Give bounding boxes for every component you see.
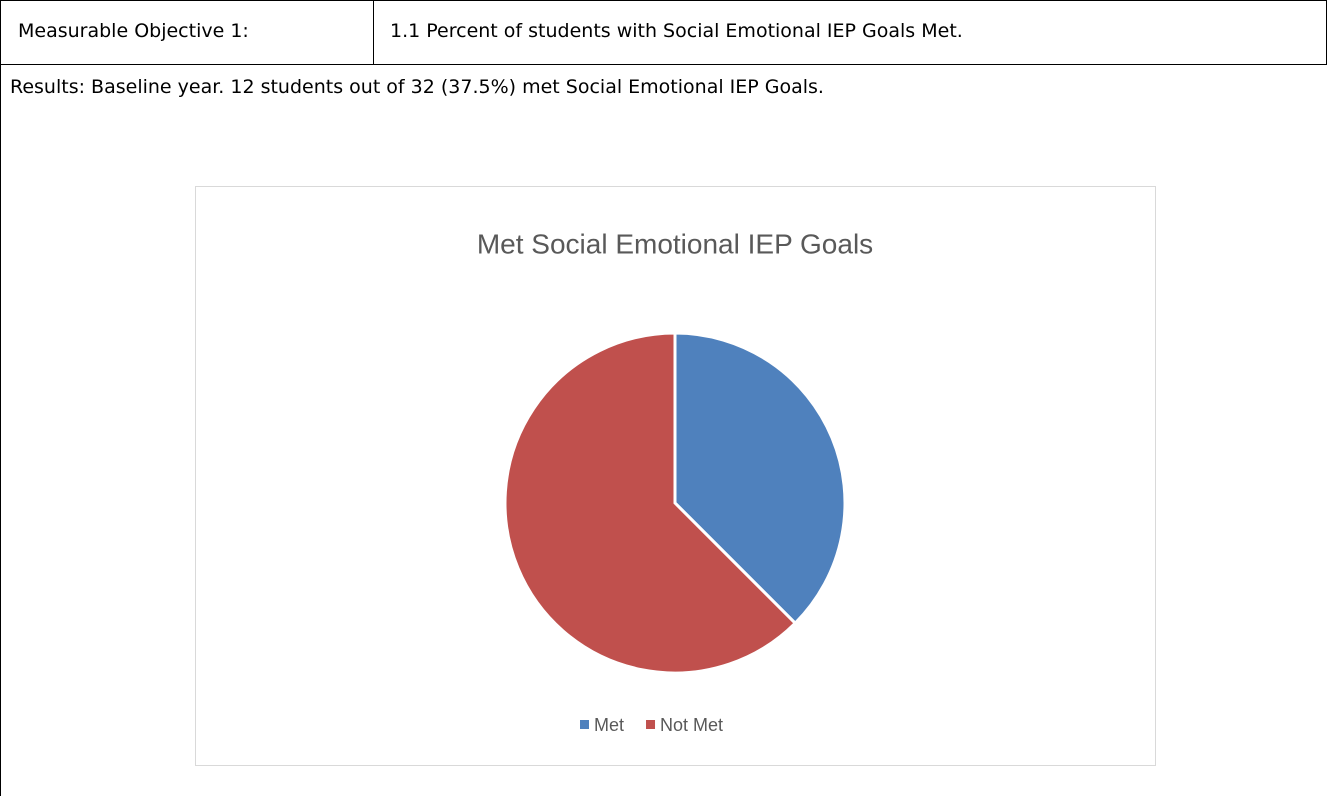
cell: Measurable Objective 1: [18,20,249,42]
legend-label: Not Met [660,715,723,735]
legend-swatch [580,720,589,729]
border [373,0,374,64]
border [0,0,1327,1]
chart: Met Social Emotional IEP Goals Met Not Me… [195,186,1156,766]
cell: 1.1 Percent of students with Social Emot… [390,20,963,42]
border [0,64,1327,65]
chart-title: Met Social Emotional IEP Goals [477,228,873,259]
pie-slice [503,331,798,675]
legend-swatch [646,720,656,729]
pie-slice [673,331,847,626]
cell: Results: Baseline year. 12 students out … [10,76,824,98]
border [0,0,1,796]
border [1326,0,1327,65]
legend-label: Met [594,715,624,735]
